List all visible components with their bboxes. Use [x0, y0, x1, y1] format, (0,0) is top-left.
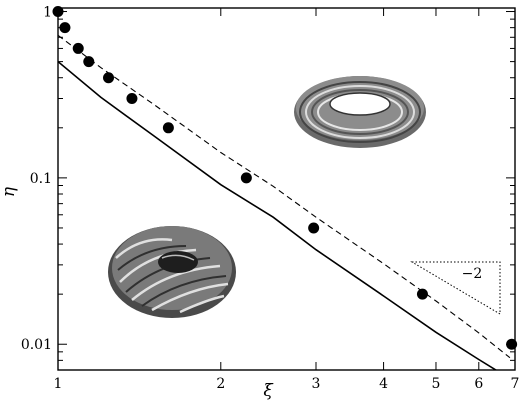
plot-frame	[57, 7, 516, 371]
x-tick-label: 2	[216, 376, 225, 392]
y-tick-labels: 1 0.1 0.01	[21, 5, 52, 354]
twisted-torus-icon	[108, 226, 236, 318]
data-point	[506, 338, 518, 350]
data-point	[416, 288, 428, 300]
dashed-curve	[58, 34, 511, 359]
x-axis-label: ξ	[263, 381, 274, 401]
data-point	[83, 56, 95, 68]
x-tick-label: 5	[432, 376, 441, 392]
data-point	[103, 72, 115, 84]
data-point	[52, 6, 64, 18]
smooth-torus-icon	[294, 76, 426, 148]
slope-triangle: −2	[410, 261, 501, 315]
series-lines	[58, 34, 511, 370]
solid-curve	[58, 60, 498, 370]
data-point	[59, 22, 71, 34]
x-tick-label: 3	[312, 376, 321, 392]
x-tick-label: 7	[511, 376, 519, 392]
slope-triangle-path	[410, 261, 501, 315]
y-tick-label: 0.1	[30, 171, 52, 187]
y-axis-label: η	[0, 186, 19, 197]
series-markers	[52, 6, 518, 350]
data-point	[162, 122, 174, 134]
data-point	[72, 42, 84, 54]
y-tick-label: 0.01	[21, 337, 52, 353]
x-tick-label: 4	[379, 376, 388, 392]
data-point	[126, 93, 138, 105]
data-point	[240, 172, 252, 184]
data-point	[308, 222, 320, 234]
y-tick-label: 1	[43, 5, 52, 21]
x-tick-label: 1	[54, 376, 63, 392]
axis-ticks	[57, 8, 516, 371]
x-tick-label: 6	[474, 376, 483, 392]
slope-label: −2	[462, 266, 483, 282]
x-tick-labels: 1 2 3 4 5 6 7	[54, 376, 519, 392]
